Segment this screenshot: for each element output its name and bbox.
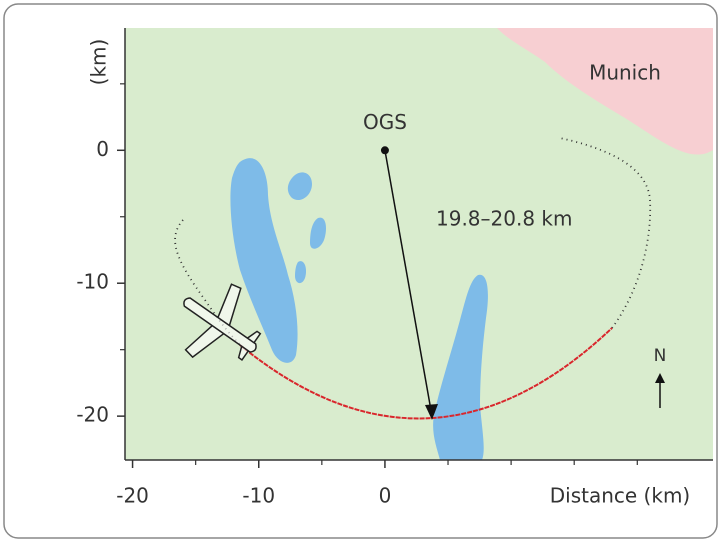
x-tick-label: 0 (379, 484, 392, 508)
y-axis-label: (km) (87, 39, 111, 86)
distance-label: 19.8–20.8 km (436, 207, 572, 231)
y-tick-label: 0 (96, 137, 109, 161)
map-area (125, 28, 713, 460)
x-tick-label: -10 (242, 484, 275, 508)
city-label: Munich (589, 61, 661, 85)
figure: (km) Distance (km) -20 -10 0 -20 -10 0 OGS Muni… (0, 0, 722, 543)
x-tick-label: -20 (116, 484, 149, 508)
x-axis-label: Distance (km) (550, 484, 690, 508)
north-label: N (654, 346, 667, 366)
station-label: OGS (363, 110, 407, 134)
y-tick-label: -20 (76, 403, 109, 427)
y-tick-label: -10 (76, 270, 109, 294)
